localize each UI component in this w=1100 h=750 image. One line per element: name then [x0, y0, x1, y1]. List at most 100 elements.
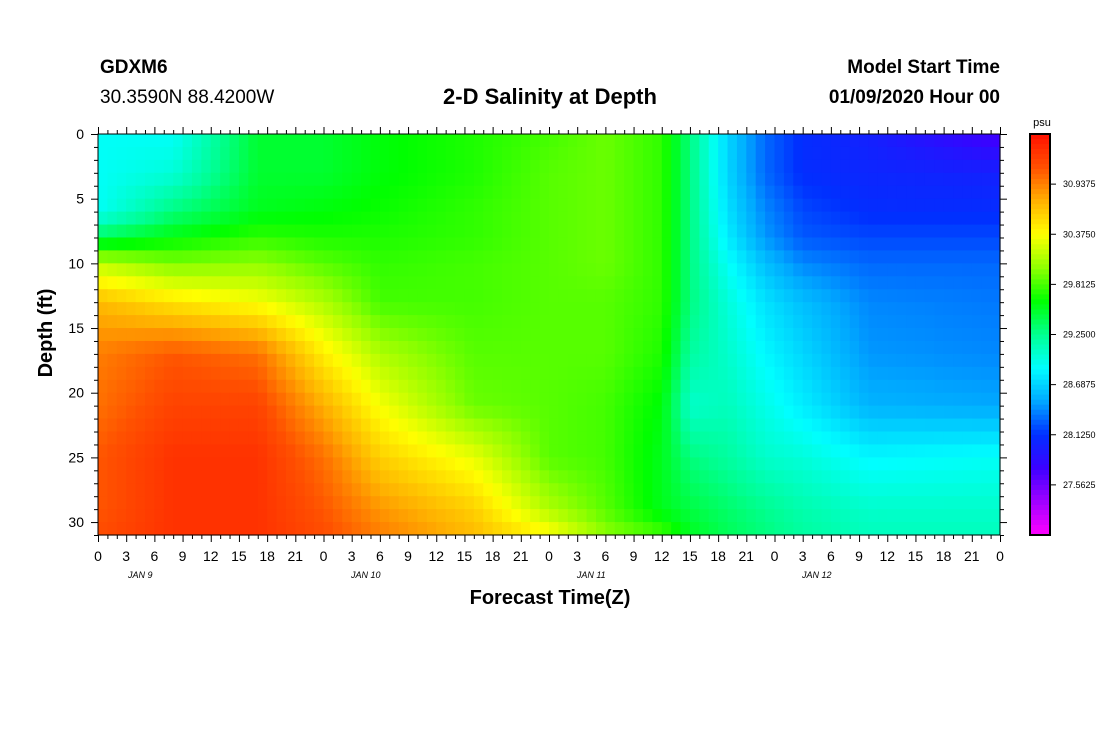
heatmap-cell — [990, 237, 1001, 252]
heatmap-cell — [736, 302, 747, 316]
heatmap-cell — [539, 302, 550, 316]
heatmap-cell — [887, 134, 898, 148]
colorbar-segment — [1030, 399, 1050, 406]
heatmap-cell — [812, 159, 823, 174]
y-tick-label: 0 — [76, 126, 84, 142]
heatmap-cell — [520, 522, 531, 536]
heatmap-cell — [126, 146, 137, 161]
heatmap-cell — [821, 185, 832, 200]
heatmap-cell — [849, 159, 860, 174]
heatmap-cell — [173, 134, 184, 148]
heatmap-cell — [370, 418, 381, 433]
heatmap-cell — [577, 250, 588, 264]
heatmap-cell — [182, 392, 193, 407]
heatmap-cell — [473, 379, 484, 394]
heatmap-cell — [163, 366, 174, 381]
heatmap-cell — [220, 289, 231, 303]
heatmap-cell — [520, 250, 531, 264]
heatmap-cell — [830, 315, 841, 329]
heatmap-cell — [332, 146, 343, 161]
heatmap-cell — [379, 302, 390, 316]
heatmap-cell — [971, 185, 982, 200]
heatmap-cell — [116, 302, 127, 316]
heatmap-cell — [614, 328, 625, 342]
heatmap-cell — [595, 366, 606, 381]
heatmap-cell — [173, 418, 184, 433]
heatmap-cell — [332, 509, 343, 523]
heatmap-cell — [267, 470, 278, 484]
heatmap-cell — [802, 185, 813, 200]
heatmap-cell — [736, 146, 747, 161]
heatmap-cell — [238, 509, 249, 523]
heatmap-cell — [981, 198, 992, 213]
heatmap-cell — [285, 263, 296, 277]
heatmap-cell — [558, 289, 569, 303]
heatmap-cell — [342, 134, 353, 148]
heatmap-cell — [793, 185, 804, 200]
heatmap-cell — [859, 483, 870, 497]
heatmap-cell — [135, 392, 146, 407]
heatmap-cell — [624, 340, 635, 355]
colorbar-tick-label: 30.9375 — [1063, 179, 1096, 189]
heatmap-cell — [408, 315, 419, 329]
heatmap-cell — [314, 172, 325, 187]
heatmap-cell — [126, 444, 137, 458]
x-tick-label: 18 — [485, 548, 501, 564]
colorbar-segment — [1030, 314, 1050, 321]
heatmap-cell — [492, 457, 503, 471]
heatmap-cell — [342, 146, 353, 161]
heatmap-cell — [351, 340, 362, 355]
heatmap-cell — [812, 198, 823, 213]
heatmap-cell — [492, 263, 503, 277]
heatmap-cell — [116, 470, 127, 484]
heatmap-cell — [389, 302, 400, 316]
heatmap-cell — [765, 509, 776, 523]
heatmap-cell — [830, 211, 841, 226]
heatmap-cell — [746, 250, 757, 264]
heatmap-cell — [257, 315, 268, 329]
heatmap-cell — [689, 250, 700, 264]
heatmap-cell — [126, 263, 137, 277]
heatmap-cell — [661, 431, 672, 446]
heatmap-cell — [98, 509, 108, 523]
heatmap-cell — [257, 522, 268, 536]
heatmap-cell — [408, 250, 419, 264]
heatmap-cell — [595, 159, 606, 174]
heatmap-cell — [859, 315, 870, 329]
heatmap-cell — [285, 483, 296, 497]
heatmap-cell — [229, 496, 240, 510]
heatmap-cell — [502, 134, 513, 148]
heatmap-cell — [370, 457, 381, 471]
heatmap-cell — [530, 444, 541, 458]
colorbar-segment — [1030, 144, 1050, 150]
heatmap-cell — [314, 276, 325, 290]
heatmap-cell — [389, 172, 400, 187]
heatmap-cell — [285, 159, 296, 174]
heatmap-cell — [595, 379, 606, 394]
heatmap-cell — [144, 483, 155, 497]
heatmap-cell — [971, 211, 982, 226]
heatmap-cell — [558, 379, 569, 394]
heatmap-cell — [539, 431, 550, 446]
heatmap-cell — [492, 340, 503, 355]
heatmap-cell — [238, 185, 249, 200]
heatmap-cell — [727, 405, 738, 420]
heatmap-cell — [473, 289, 484, 303]
heatmap-cell — [830, 483, 841, 497]
heatmap-cell — [793, 172, 804, 187]
heatmap-cell — [727, 198, 738, 213]
heatmap-cell — [840, 224, 851, 239]
heatmap-cell — [154, 302, 165, 316]
heatmap-cell — [285, 289, 296, 303]
heatmap-cell — [680, 431, 691, 446]
heatmap-cell — [408, 483, 419, 497]
heatmap-cell — [455, 457, 466, 471]
heatmap-cell — [126, 302, 137, 316]
heatmap-cell — [934, 340, 945, 355]
heatmap-cell — [248, 198, 259, 213]
heatmap-cell — [267, 366, 278, 381]
y-tick-label: 15 — [68, 320, 84, 336]
heatmap-cell — [812, 172, 823, 187]
heatmap-cell — [783, 263, 794, 277]
heatmap-cell — [417, 405, 428, 420]
